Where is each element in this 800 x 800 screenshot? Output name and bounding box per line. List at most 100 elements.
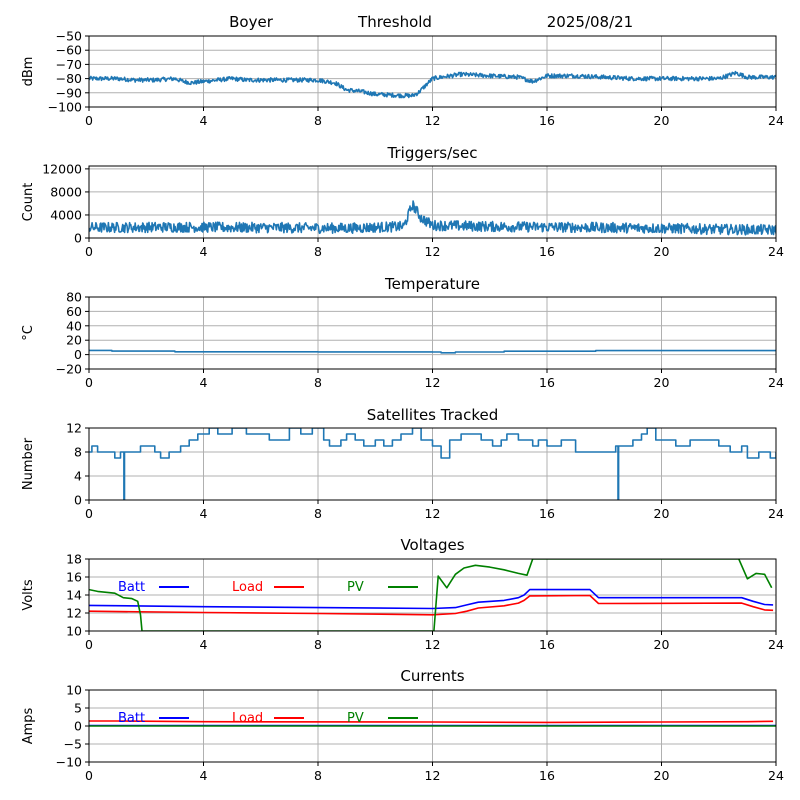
chart-satellites: Satellites Tracked 0 4 8 12 16 20 24 0 4 8 12 Number	[21, 406, 784, 521]
x-tick-label: 20	[654, 768, 670, 783]
y-axis-label: °C	[21, 325, 36, 341]
x-tick-label: 4	[200, 113, 208, 128]
chart-title: Currents	[400, 667, 464, 685]
chart-triggers: Triggers/sec 0 4 8 12 16 20 24 0 4000 8000 12000 Cou…	[21, 144, 784, 259]
chart-signal: 0 4 8 12 16 20 24 −100−90−80−70−60−50 dBm	[21, 29, 784, 129]
y-tick-label: 16	[66, 570, 82, 585]
series-line-load	[89, 594, 774, 616]
legend-label-pv: PV	[347, 580, 364, 595]
chart-title: Triggers/sec	[387, 144, 478, 162]
y-tick-label: −70	[56, 57, 82, 72]
x-tick-label: 0	[85, 113, 93, 128]
y-tick-label: 10	[66, 624, 82, 639]
x-tick-label: 16	[539, 113, 555, 128]
x-tick-label: 24	[768, 768, 784, 783]
y-tick-label: 0	[74, 493, 82, 508]
x-tick-label: 12	[425, 113, 441, 128]
y-tick-label: −50	[56, 29, 82, 44]
plot-area	[89, 559, 774, 631]
x-tick-label: 24	[768, 506, 784, 521]
x-tick-label: 16	[539, 375, 555, 390]
x-tick-label: 0	[85, 375, 93, 390]
y-tick-label: 0	[74, 347, 82, 362]
chart-currents: Currents 0 4 8 12 16 20 24 −10 −5 0 5 10 Amps Batt Load…	[21, 667, 784, 783]
plot-area	[89, 720, 776, 727]
x-tick-label: 4	[200, 506, 208, 521]
y-tick-label: 4000	[50, 207, 82, 222]
x-tick-label: 20	[654, 375, 670, 390]
chart-title: Temperature	[384, 275, 480, 293]
series-line-pv	[89, 559, 773, 631]
y-tick-label: −100	[48, 100, 82, 115]
y-tick-label: −60	[56, 43, 82, 58]
y-tick-label: 60	[66, 304, 82, 319]
x-tick-label: 12	[425, 768, 441, 783]
y-tick-label: 0	[74, 719, 82, 734]
y-tick-label: −20	[56, 362, 82, 377]
x-tick-label: 4	[200, 375, 208, 390]
x-tick-label: 20	[654, 506, 670, 521]
x-tick-label: 8	[314, 506, 322, 521]
y-tick-label: 20	[66, 333, 82, 348]
y-tick-label: 8	[74, 445, 82, 460]
y-axis-label: Count	[21, 183, 36, 222]
x-tick-label: 24	[768, 244, 784, 259]
x-tick-label: 24	[768, 113, 784, 128]
plot-area	[89, 200, 776, 236]
x-tick-label: 12	[425, 244, 441, 259]
legend-label-batt: Batt	[118, 580, 145, 595]
y-tick-label: −10	[56, 755, 82, 770]
y-tick-label: 18	[66, 552, 82, 567]
x-tick-label: 20	[654, 637, 670, 652]
x-tick-label: 0	[85, 244, 93, 259]
x-tick-label: 4	[200, 768, 208, 783]
x-tick-label: 0	[85, 768, 93, 783]
legend: Batt Load PV	[118, 711, 418, 726]
legend-label-load: Load	[232, 580, 263, 595]
y-tick-label: 4	[74, 469, 82, 484]
x-tick-label: 0	[85, 506, 93, 521]
legend-label-batt: Batt	[118, 711, 145, 726]
legend-label-load: Load	[232, 711, 263, 726]
y-axis-label: Number	[21, 437, 36, 490]
y-tick-label: 12000	[42, 161, 82, 176]
y-tick-label: 12	[66, 421, 82, 436]
y-tick-label: 80	[66, 290, 82, 305]
x-tick-label: 8	[314, 113, 322, 128]
legend-label-pv: PV	[347, 711, 364, 726]
x-tick-label: 8	[314, 375, 322, 390]
header-site: Boyer	[229, 13, 274, 31]
x-tick-label: 4	[200, 637, 208, 652]
x-tick-label: 8	[314, 637, 322, 652]
series-line	[89, 349, 776, 354]
x-tick-label: 16	[539, 244, 555, 259]
x-tick-label: 20	[654, 244, 670, 259]
plot-area	[89, 349, 776, 354]
series-line	[89, 428, 776, 500]
series-line-batt	[89, 588, 774, 610]
x-tick-label: 8	[314, 244, 322, 259]
y-axis-label: Amps	[21, 707, 36, 744]
y-axis-label: Volts	[21, 579, 36, 611]
y-tick-label: 0	[74, 231, 82, 246]
x-tick-label: 24	[768, 375, 784, 390]
x-tick-label: 16	[539, 637, 555, 652]
series-line-load	[89, 720, 774, 724]
x-tick-label: 12	[425, 375, 441, 390]
header-date: 2025/08/21	[547, 13, 633, 31]
y-tick-label: 12	[66, 606, 82, 621]
y-tick-label: −90	[56, 85, 82, 100]
plot-area	[89, 428, 776, 500]
y-tick-label: −80	[56, 71, 82, 86]
x-tick-label: 16	[539, 506, 555, 521]
chart-title: Voltages	[400, 536, 464, 554]
chart-title: Satellites Tracked	[367, 406, 498, 424]
y-tick-label: −5	[64, 737, 82, 752]
series-line	[89, 70, 776, 99]
y-axis-label: dBm	[21, 57, 36, 87]
y-tick-label: 8000	[50, 184, 82, 199]
x-tick-label: 12	[425, 506, 441, 521]
y-tick-label: 40	[66, 318, 82, 333]
